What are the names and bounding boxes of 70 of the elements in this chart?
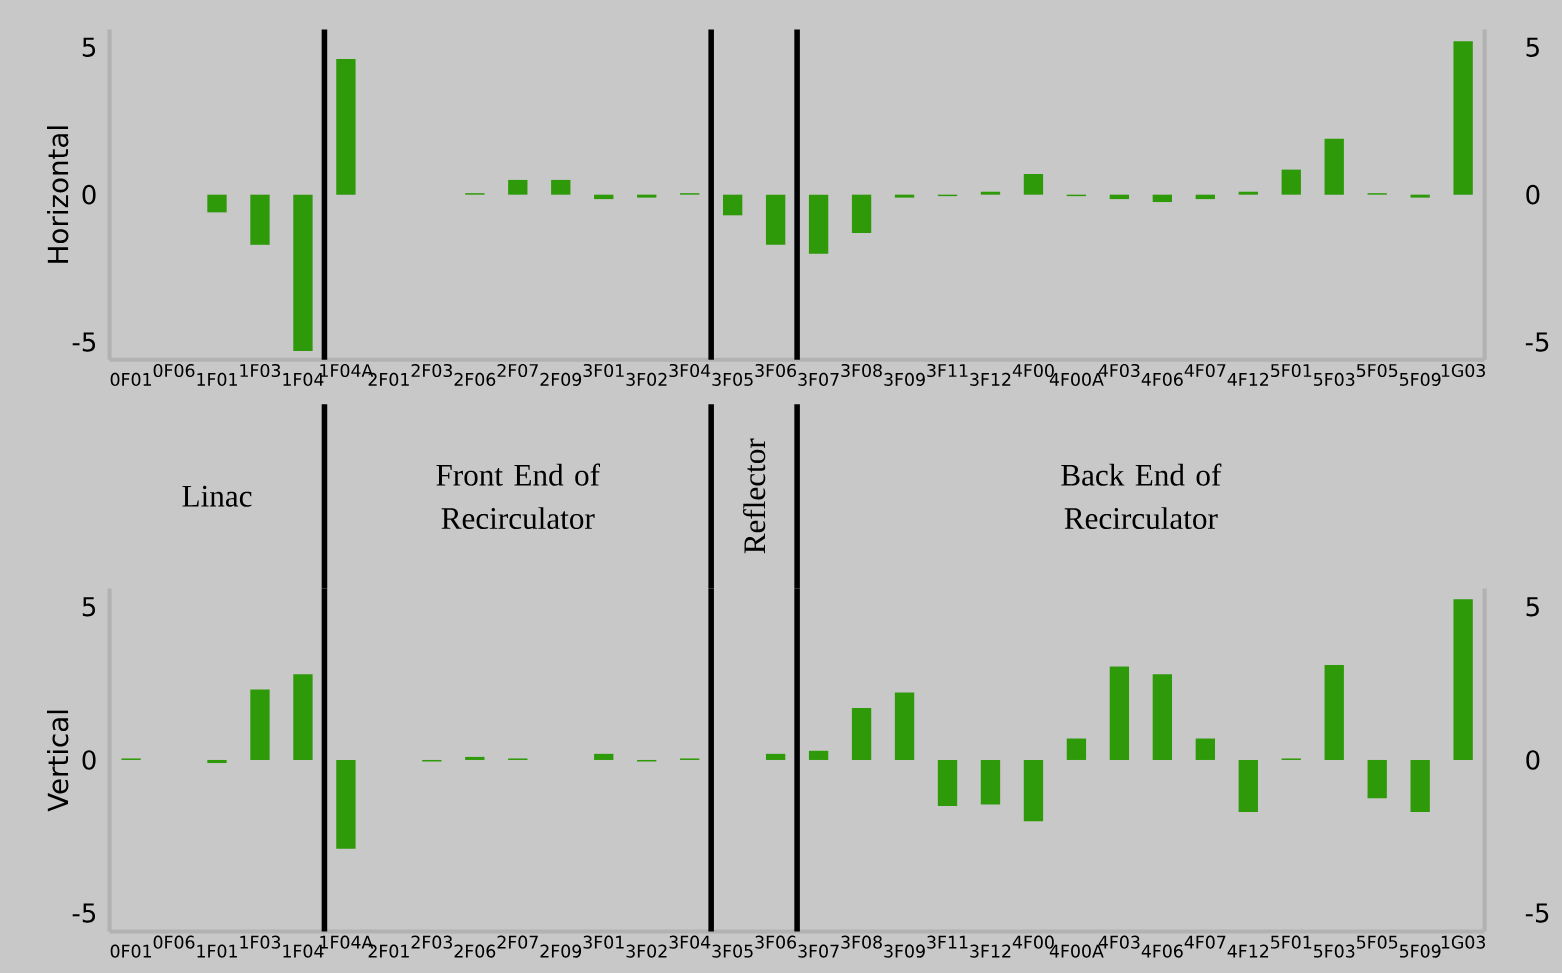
- y2-tick-label: 0: [1526, 184, 1540, 205]
- y-tick-label: 5: [82, 37, 96, 57]
- y2-tick-label: -5: [1525, 332, 1549, 352]
- x-tick-label: 3F02: [626, 372, 667, 387]
- x-tick-label: 5F09: [1400, 372, 1441, 387]
- x-tick-label: 5F09: [1400, 944, 1441, 958]
- x-tick-label: 1F01: [197, 372, 237, 387]
- x-tick-label: 3F11: [927, 363, 968, 378]
- x-tick-label: 4F12: [1227, 372, 1269, 386]
- x-tick-label: 4F07: [1184, 935, 1226, 949]
- x-tick-label: 2F06: [454, 944, 496, 958]
- y-tick-label: 5: [82, 597, 96, 617]
- y-tick-label: 0: [82, 750, 96, 770]
- y2-tick-label: 5: [1526, 597, 1539, 617]
- x-tick-label: 2F03: [411, 935, 452, 949]
- text: Back End of Recirculator: [1061, 463, 1222, 530]
- x-tick-label: 3F07: [798, 944, 839, 958]
- x-tick-label: 5F05: [1357, 935, 1398, 949]
- text: Reflector: [743, 438, 766, 554]
- x-tick-label: 5F05: [1357, 363, 1398, 378]
- x-tick-label: 3F09: [884, 944, 925, 958]
- x-tick-label: 3F06: [755, 935, 797, 949]
- y2-tick-label: 5: [1526, 37, 1539, 57]
- x-tick-label: 4F06: [1141, 372, 1183, 387]
- x-tick-label: 3F08: [841, 935, 882, 949]
- x-tick-label: 5F01: [1271, 363, 1312, 378]
- x-tick-label: 2F09: [540, 372, 582, 387]
- x-tick-label: 3F04: [669, 363, 711, 378]
- x-tick-label: 3F01: [583, 363, 624, 378]
- x-tick-label: 2F07: [497, 935, 538, 949]
- x-tick-label: 5F01: [1271, 935, 1312, 949]
- x-tick-label: 3F02: [626, 944, 667, 958]
- x-tick-label: 4F12: [1227, 944, 1269, 958]
- x-tick-label: 2F03: [411, 363, 452, 378]
- x-tick-label: 2F07: [497, 363, 538, 378]
- x-tick-label: 3F12: [970, 372, 1011, 387]
- x-tick-label: 4F07: [1184, 363, 1226, 378]
- text: Front End of Recirculator: [436, 463, 601, 530]
- y2-tick-label: -5: [1525, 903, 1549, 923]
- x-tick-label: 3F12: [970, 944, 1011, 958]
- x-tick-label: 1F03: [240, 935, 281, 949]
- y-tick-label: -5: [72, 332, 96, 352]
- x-tick-label: 3F06: [755, 363, 797, 378]
- x-tick-label: 0F01: [110, 372, 151, 387]
- text: Linac: [182, 485, 252, 507]
- x-tick-label: 3F01: [583, 935, 624, 949]
- x-tick-label: 5F03: [1314, 372, 1355, 387]
- x-tick-label: 1G03: [1441, 363, 1485, 378]
- x-tick-label: 3F04: [669, 935, 711, 949]
- x-tick-label: 0F01: [110, 944, 151, 958]
- x-tick-label: 2F06: [454, 372, 496, 387]
- y-tick-label: -5: [72, 903, 96, 923]
- y-axis-title: Horizontal: [47, 126, 69, 263]
- x-tick-label: 5F03: [1314, 944, 1355, 958]
- x-tick-label: 3F05: [712, 372, 753, 387]
- x-tick-label: 1F03: [240, 363, 281, 378]
- x-tick-label: 2F09: [540, 944, 582, 958]
- x-tick-label: 3F09: [884, 372, 925, 387]
- x-tick-label: 3F07: [798, 372, 839, 387]
- x-tick-label: 0F06: [153, 935, 195, 949]
- y2-tick-label: 0: [1526, 750, 1540, 770]
- x-tick-label: 1F01: [197, 944, 237, 958]
- x-tick-label: 3F11: [927, 935, 968, 949]
- y-axis-title: Vertical: [47, 710, 69, 812]
- x-tick-label: 3F05: [712, 944, 753, 958]
- y-tick-label: 0: [82, 184, 96, 205]
- x-tick-label: 4F06: [1141, 944, 1183, 958]
- x-tick-label: 0F06: [153, 363, 195, 378]
- x-tick-label: 3F08: [841, 363, 882, 378]
- x-tick-label: 1G03: [1441, 935, 1485, 949]
